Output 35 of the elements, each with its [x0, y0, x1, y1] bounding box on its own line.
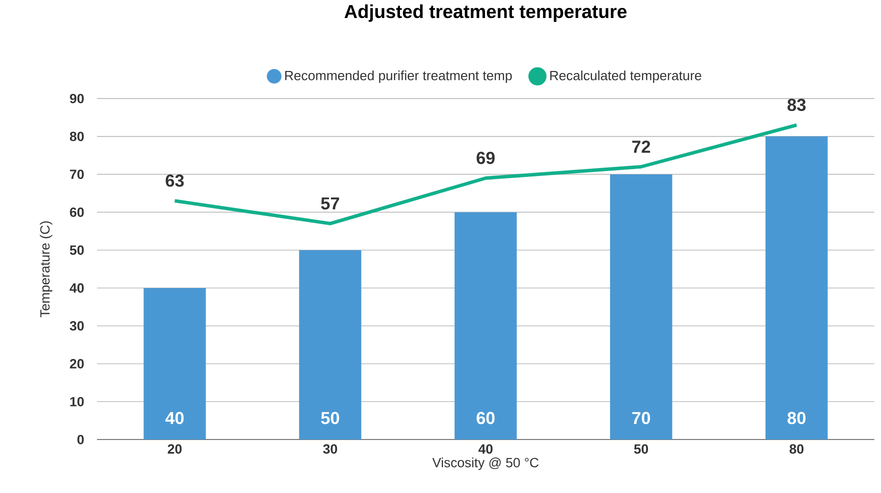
data-label: 83 [788, 98, 806, 112]
x-tick-label: 40 [478, 444, 493, 454]
y-tick-label: 20 [70, 359, 84, 369]
x-tick-label: 80 [790, 444, 804, 454]
y-tick-label: 90 [70, 94, 84, 104]
y-axis-title: Temperature (C) [40, 222, 52, 318]
bar [144, 288, 206, 440]
y-tick-label: 30 [70, 321, 84, 331]
bar [610, 174, 672, 440]
bar [766, 136, 828, 440]
x-tick-label: 30 [323, 444, 338, 454]
y-tick-label: 0 [77, 435, 84, 444]
data-label: 57 [321, 198, 340, 210]
y-tick-label: 70 [70, 170, 84, 180]
legend-label: Recalculated temperature [550, 70, 702, 84]
y-tick-label: 40 [70, 283, 84, 293]
y-tick-label: 60 [70, 208, 84, 218]
x-tick-label: 50 [634, 444, 648, 454]
x-axis-title: Viscosity @ 50 °C [432, 458, 539, 470]
data-label: 40 [165, 412, 184, 424]
data-label: 72 [632, 140, 650, 153]
data-label: 50 [321, 412, 340, 424]
data-label: 80 [788, 412, 806, 424]
data-label: 63 [166, 174, 184, 188]
chart-title: Adjusted treatment temperature [344, 4, 627, 22]
x-tick-label: 20 [168, 444, 182, 454]
data-label: 60 [476, 412, 495, 424]
legend-label: Recommended purifier treatment temp [285, 70, 512, 84]
y-tick-label: 80 [70, 132, 84, 142]
bar [454, 212, 517, 440]
data-label: 70 [632, 412, 650, 424]
y-tick-label: 10 [70, 397, 84, 407]
bar [299, 250, 362, 440]
y-tick-label: 50 [70, 246, 84, 256]
data-label: 69 [476, 152, 495, 164]
